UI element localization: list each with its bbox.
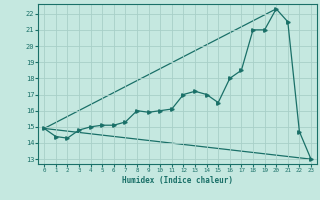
X-axis label: Humidex (Indice chaleur): Humidex (Indice chaleur) — [122, 176, 233, 185]
